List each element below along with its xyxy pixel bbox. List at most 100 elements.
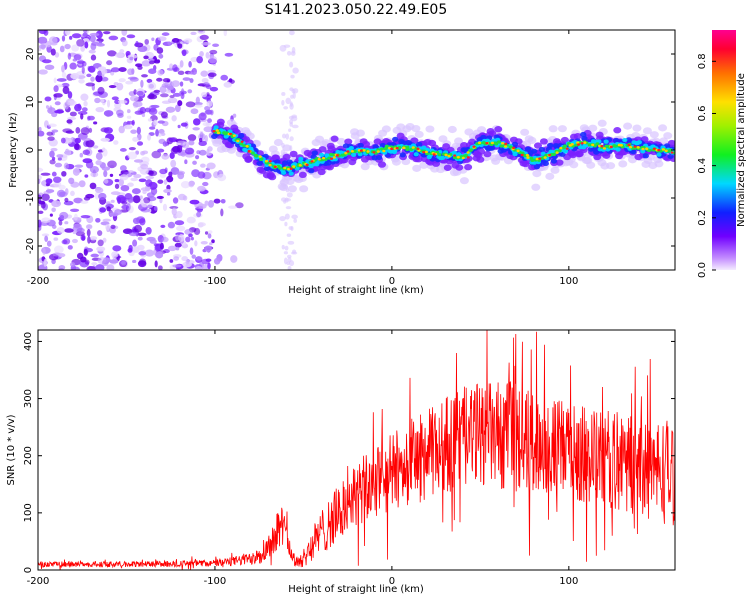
heatmap-noise-blob — [207, 69, 216, 74]
heatmap-ridge-blob — [464, 154, 469, 158]
heatmap-ridge-blob — [550, 158, 558, 164]
heatmap-ridge-blob — [344, 151, 348, 155]
heatmap-noise-blob — [85, 193, 95, 199]
heatmap-ridge-blob — [216, 118, 225, 126]
heatmap-noise-blob — [197, 185, 206, 192]
heatmap-x-axis-label: Height of straight line (km) — [288, 285, 424, 296]
heatmap-noise-blob — [103, 178, 109, 184]
heatmap-noise-blob — [53, 176, 62, 183]
heatmap-noise-blob — [291, 88, 296, 94]
heatmap-noise-blob — [185, 259, 190, 265]
heatmap-noise-blob — [161, 100, 172, 105]
heatmap-noise-blob — [171, 207, 177, 216]
heatmap-noise-blob — [132, 195, 141, 204]
heatmap-x-tick-label: 0 — [389, 276, 395, 287]
heatmap-noise-blob — [207, 146, 213, 152]
heatmap-ridge-blob — [499, 144, 504, 148]
heatmap-noise-blob — [177, 43, 183, 49]
heatmap-ridge-blob — [520, 128, 530, 136]
heatmap-noise-blob — [196, 211, 202, 218]
heatmap-noise-blob — [280, 197, 287, 202]
heatmap-noise-blob — [65, 130, 75, 134]
heatmap-ridge-blob — [565, 147, 569, 150]
heatmap-noise-blob — [98, 192, 107, 201]
heatmap-noise-blob — [139, 195, 143, 200]
heatmap-noise-blob — [157, 148, 165, 153]
heatmap-noise-blob — [82, 32, 88, 37]
heatmap-noise-blob — [97, 70, 102, 77]
heatmap-noise-blob — [159, 168, 168, 175]
heatmap-noise-blob — [67, 100, 77, 106]
heatmap-noise-blob — [70, 72, 80, 80]
heatmap-noise-blob — [101, 259, 109, 267]
heatmap-ridge-blob — [264, 159, 269, 163]
heatmap-noise-blob — [199, 50, 204, 57]
heatmap-noise-blob — [38, 219, 42, 228]
heatmap-noise-blob — [53, 85, 59, 93]
heatmap-noise-blob — [143, 197, 151, 204]
heatmap-noise-blob — [173, 256, 180, 261]
heatmap-noise-blob — [113, 140, 119, 145]
heatmap-noise-blob — [281, 92, 286, 96]
heatmap-ridge-blob — [240, 140, 244, 143]
heatmap-ridge-blob — [424, 150, 428, 154]
heatmap-noise-blob — [116, 82, 124, 91]
heatmap-ridge-blob — [632, 124, 642, 132]
heatmap-y-tick-label: 10 — [25, 96, 36, 109]
heatmap-ridge-blob — [647, 148, 652, 153]
heatmap-noise-blob — [81, 66, 85, 74]
heatmap-ridge-blob — [258, 155, 262, 158]
heatmap-ridge-blob — [490, 141, 495, 145]
heatmap-noise-blob — [128, 170, 134, 174]
heatmap-noise-blob — [90, 76, 95, 82]
heatmap-noise-blob — [285, 206, 292, 210]
heatmap-noise-blob — [188, 233, 193, 238]
heatmap-noise-blob — [95, 160, 102, 166]
heatmap-noise-blob — [56, 227, 65, 234]
heatmap-ridge-blob — [642, 153, 649, 159]
heatmap-ridge-blob — [580, 142, 584, 145]
heatmap-noise-blob — [72, 58, 78, 62]
heatmap-ridge-blob — [411, 146, 415, 149]
heatmap-ridge-blob — [382, 149, 386, 153]
heatmap-noise-blob — [54, 52, 60, 58]
heatmap-noise-blob — [132, 217, 141, 225]
heatmap-noise-blob — [79, 152, 84, 158]
heatmap-ridge-blob — [298, 156, 304, 161]
heatmap-y-tick-label: -20 — [25, 238, 36, 254]
heatmap-ridge-blob — [597, 119, 607, 127]
heatmap-noise-blob — [200, 70, 209, 77]
heatmap-ridge-blob — [336, 154, 340, 157]
heatmap-noise-blob — [140, 79, 144, 88]
heatmap-noise-blob — [87, 115, 95, 121]
heatmap-noise-blob — [127, 151, 138, 160]
heatmap-ridge-blob — [329, 152, 334, 157]
heatmap-noise-blob — [228, 78, 233, 83]
heatmap-ridge-blob — [330, 157, 334, 160]
heatmap-noise-blob — [177, 100, 183, 107]
heatmap-ridge-blob — [213, 125, 219, 130]
heatmap-noise-blob — [96, 43, 105, 47]
heatmap-noise-blob — [223, 30, 228, 37]
heatmap-noise-blob — [127, 68, 134, 76]
heatmap-ridge-blob — [533, 142, 542, 149]
heatmap-noise-blob — [62, 86, 70, 95]
heatmap-noise-blob — [285, 198, 292, 202]
heatmap-ridge-blob — [415, 141, 423, 147]
heatmap-noise-blob — [196, 55, 203, 64]
heatmap-noise-blob — [146, 78, 153, 83]
heatmap-noise-blob — [130, 196, 134, 200]
heatmap-ridge-blob — [317, 157, 321, 161]
heatmap-noise-blob — [157, 120, 165, 124]
heatmap-ridge-blob — [591, 143, 595, 147]
heatmap-noise-blob — [148, 68, 157, 74]
heatmap-noise-blob — [107, 50, 117, 57]
heatmap-ridge-blob — [477, 126, 487, 134]
colorbar-label: Normalized spectral amplitude — [736, 73, 747, 227]
heatmap-ridge-blob — [496, 140, 501, 144]
heatmap-ridge-blob — [447, 125, 457, 134]
heatmap-ridge-blob — [346, 150, 350, 153]
heatmap-ridge-blob — [410, 137, 419, 144]
heatmap-noise-blob — [49, 105, 53, 113]
heatmap-noise-blob — [178, 233, 185, 242]
